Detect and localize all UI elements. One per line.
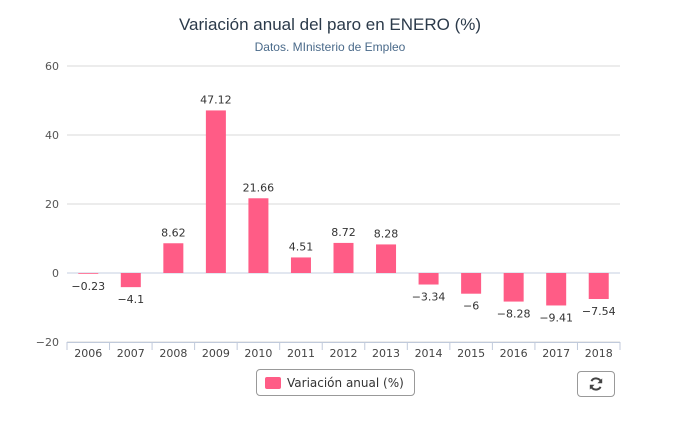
data-label: −7.54 xyxy=(582,305,616,318)
data-label: −9.41 xyxy=(539,311,573,324)
bar[interactable] xyxy=(290,257,311,273)
y-tick-label: 20 xyxy=(45,198,59,211)
reset-zoom-button[interactable] xyxy=(577,371,615,397)
data-label: −6 xyxy=(463,300,479,313)
x-tick-label: 2017 xyxy=(542,347,570,360)
y-tick-label: 0 xyxy=(52,267,59,280)
x-tick-label: 2013 xyxy=(372,347,400,360)
x-tick-label: 2014 xyxy=(415,347,443,360)
data-label: 47.12 xyxy=(200,93,232,106)
y-tick-label: 60 xyxy=(45,60,59,73)
axes: −20 0 20 40 60 2006 2007 2008 2009 2010 2011 2012 20… xyxy=(36,60,621,360)
data-label: 8.62 xyxy=(161,226,186,239)
x-tick-label: 2006 xyxy=(74,347,102,360)
x-tick-label: 2018 xyxy=(585,347,613,360)
x-tick-label: 2015 xyxy=(457,347,485,360)
legend-item[interactable]: Variación anual (%) xyxy=(256,369,415,396)
x-tick-label: 2007 xyxy=(117,347,145,360)
x-tick-label: 2012 xyxy=(330,347,358,360)
x-tick-label: 2016 xyxy=(500,347,528,360)
data-label: 8.72 xyxy=(331,226,356,239)
data-label: 21.66 xyxy=(243,181,275,194)
chart-subtitle: Datos. MInisterio de Empleo xyxy=(255,40,406,54)
y-tick-label: 40 xyxy=(45,129,59,142)
bar[interactable] xyxy=(376,244,397,273)
bar[interactable] xyxy=(333,242,354,273)
bar[interactable] xyxy=(78,273,99,274)
y-tick-label: −20 xyxy=(36,336,59,349)
data-label: −4.1 xyxy=(117,293,144,306)
bar[interactable] xyxy=(503,273,524,302)
data-label: 4.51 xyxy=(289,240,314,253)
x-tick-label: 2008 xyxy=(159,347,187,360)
data-label: −3.34 xyxy=(412,291,446,304)
bar[interactable] xyxy=(205,110,226,273)
bar[interactable] xyxy=(546,273,567,306)
x-tick-label: 2011 xyxy=(287,347,315,360)
legend-swatch xyxy=(265,376,281,389)
x-tick-label: 2010 xyxy=(244,347,272,360)
bar[interactable] xyxy=(418,273,439,285)
data-label: −0.23 xyxy=(71,280,105,293)
x-tick-label: 2009 xyxy=(202,347,230,360)
bar[interactable] xyxy=(163,243,184,273)
bar[interactable] xyxy=(461,273,482,294)
bars xyxy=(78,110,609,306)
bar[interactable] xyxy=(248,198,269,273)
chart-title: Variación anual del paro en ENERO (%) xyxy=(179,15,481,34)
data-label: 8.28 xyxy=(374,227,399,240)
bar[interactable] xyxy=(120,273,141,288)
data-label: −8.28 xyxy=(497,308,531,321)
data-labels: −0.23 −4.1 8.62 47.12 21.66 4.51 8.72 8.28 −3.34… xyxy=(71,93,615,324)
bar[interactable] xyxy=(588,273,609,300)
grid xyxy=(67,65,620,343)
refresh-icon xyxy=(589,377,603,391)
legend-label: Variación anual (%) xyxy=(287,375,404,390)
